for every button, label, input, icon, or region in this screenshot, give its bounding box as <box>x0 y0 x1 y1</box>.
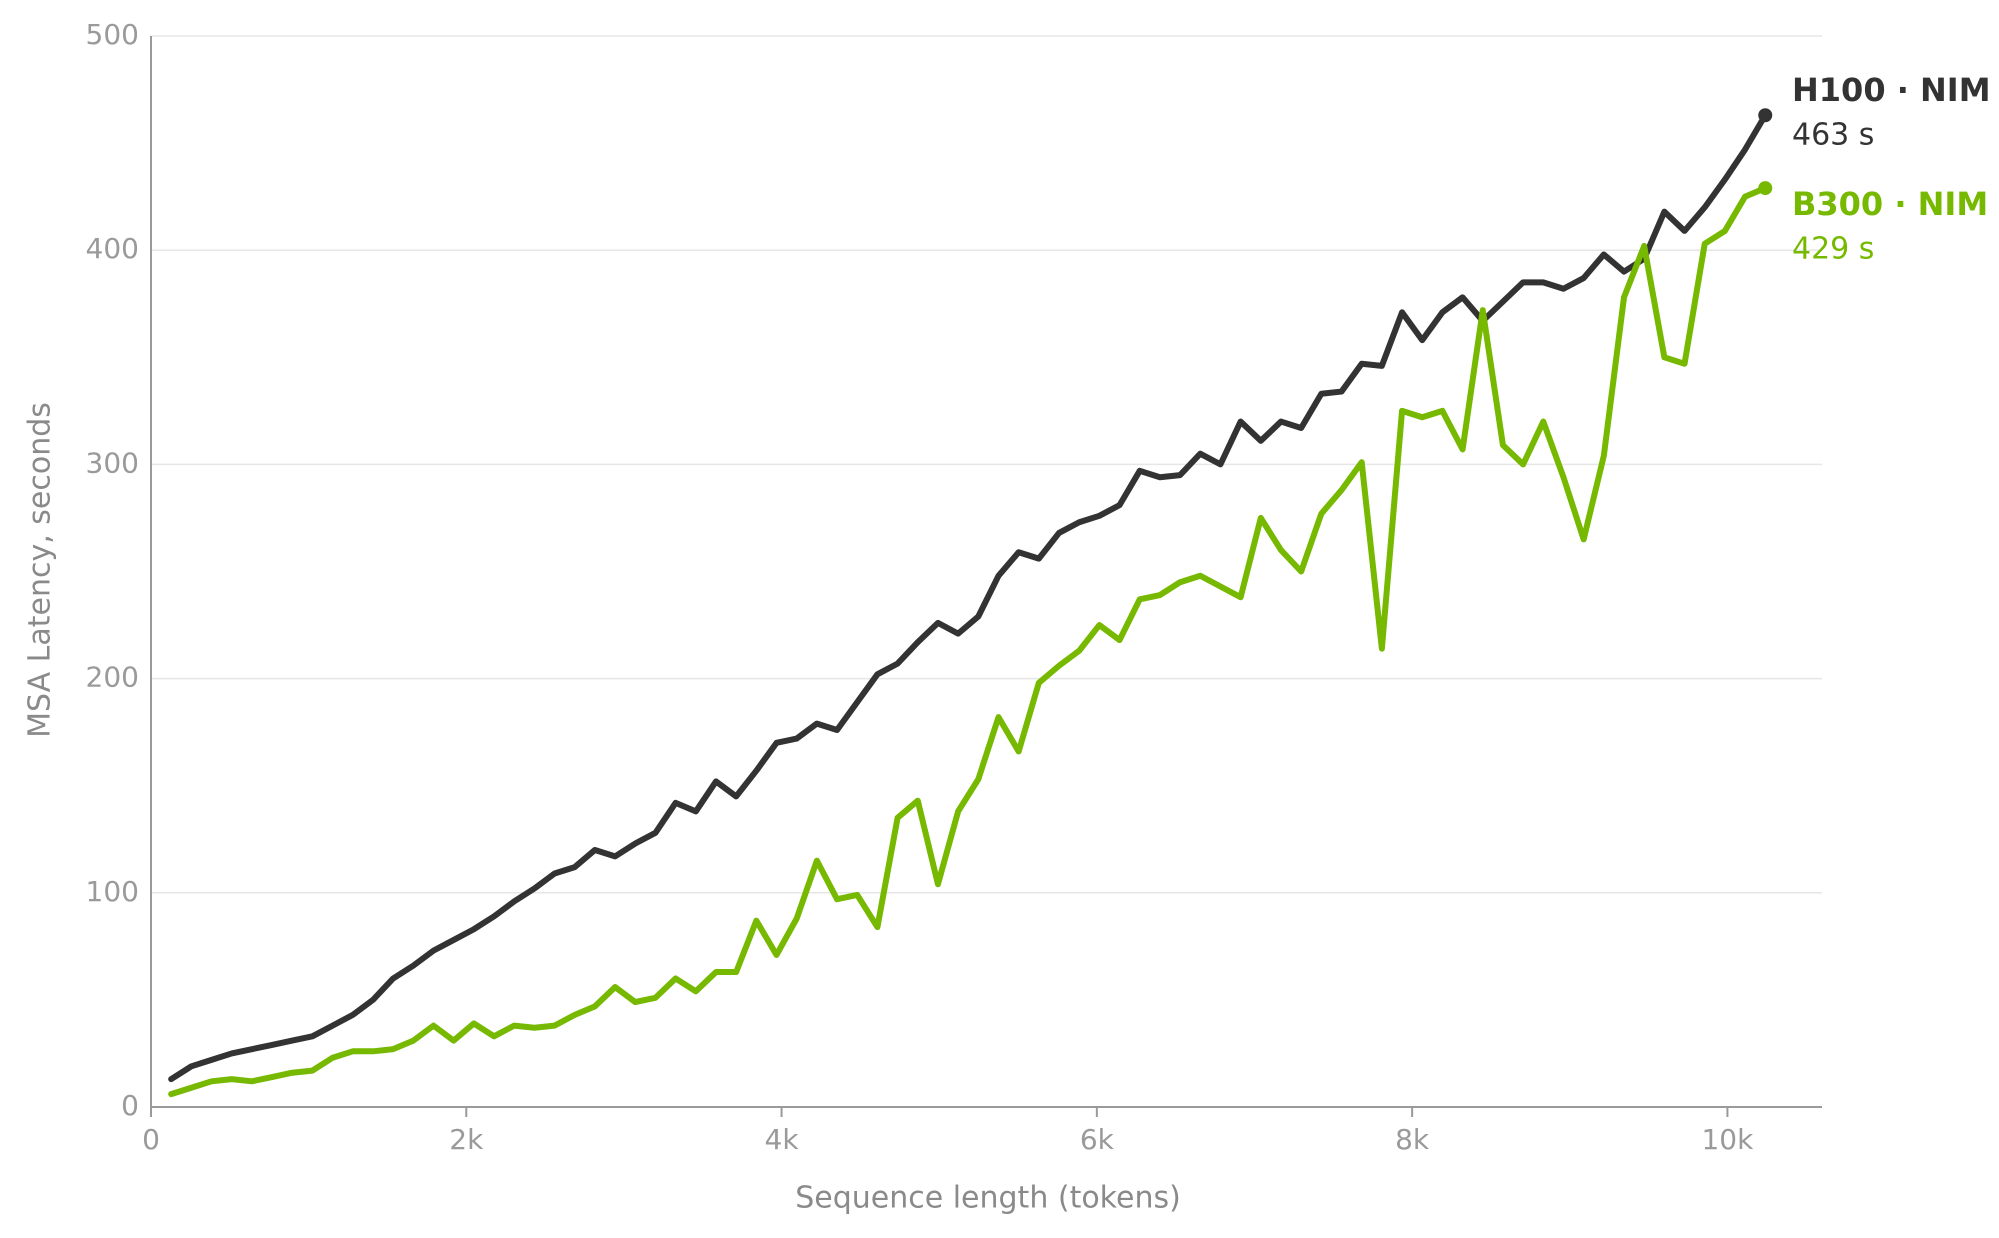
series-line <box>168 112 1769 1083</box>
series-line <box>168 185 1769 1098</box>
end-point <box>1758 108 1773 123</box>
x-tick-label: 4k <box>765 1123 800 1156</box>
x-tick-label: 6k <box>1080 1123 1115 1156</box>
y-tick-label: 0 <box>121 1089 139 1122</box>
y-tick-label: 200 <box>86 661 139 694</box>
series-value-label: 429 s <box>1792 232 1874 267</box>
x-tick-label: 2k <box>449 1123 484 1156</box>
series-name-label: H100 · NIM <box>1792 71 1991 109</box>
x-tick-label: 10k <box>1701 1123 1754 1156</box>
x-tick-label: 0 <box>142 1123 160 1156</box>
y-tick-label: 500 <box>86 18 139 51</box>
y-tick-label: 300 <box>86 446 139 479</box>
x-tick-label: 8k <box>1395 1123 1430 1156</box>
series-name-label: B300 · NIM <box>1792 185 1988 223</box>
y-tick-label: 400 <box>86 232 139 265</box>
x-axis-title: Sequence length (tokens) <box>795 1181 1181 1216</box>
y-tick-label: 100 <box>86 875 139 908</box>
end-point <box>1758 181 1773 196</box>
series-value-label: 463 s <box>1792 118 1874 153</box>
y-axis-title: MSA Latency, seconds <box>23 402 58 738</box>
